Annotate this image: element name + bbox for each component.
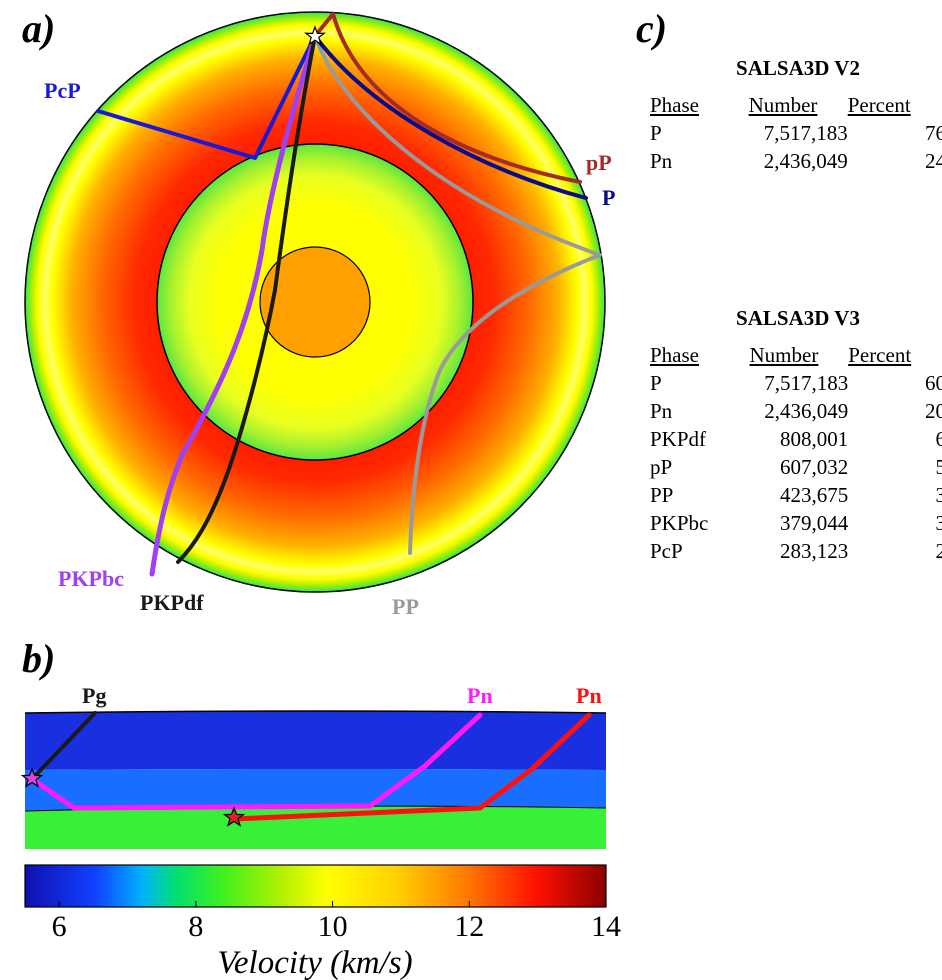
colorbar-label: Velocity (km/s)	[217, 945, 412, 980]
ray-label-pcp: PcP	[44, 78, 81, 103]
ray-pp	[313, 34, 602, 555]
cell-number: 7,517,183	[763, 121, 848, 145]
source-star-icon	[303, 25, 327, 46]
cell-number: 2,436,049	[764, 399, 849, 423]
colorbar-tick-label: 14	[591, 910, 621, 943]
regional-ray-paths	[29, 711, 592, 822]
table-title: SALSA3D V2	[736, 56, 860, 80]
colorbar-tick-label: 10	[318, 910, 348, 943]
source-star-magenta-icon	[20, 767, 44, 788]
ray-pkpbc	[149, 33, 318, 577]
ray-pcp	[96, 34, 317, 160]
cell-phase: Pn	[650, 149, 673, 173]
table-row: PcP 283,123 2	[650, 537, 942, 565]
ray-label-pp: PP	[392, 594, 419, 619]
table-row: PKPbc 379,044 3	[650, 509, 942, 537]
table-row: Pn 2,436,049 20	[650, 397, 942, 425]
table-row: P 7,517,183 60	[650, 369, 942, 397]
ray-label-pkpdf: PKPdf	[140, 590, 204, 615]
panel-c-label: c)	[636, 6, 667, 51]
col-header-percent: Percent	[848, 343, 912, 367]
panel-a: a) PcP pP P PKPbc PKPdf PP	[22, 6, 615, 619]
cell-percent: 60	[925, 371, 942, 395]
cell-number: 7,517,183	[764, 371, 849, 395]
cell-number: 808,001	[779, 427, 849, 451]
panel-b-label: b)	[22, 636, 55, 681]
cell-percent: 3	[935, 511, 942, 535]
cell-phase: Pn	[650, 399, 673, 423]
col-header-percent: Percent	[847, 93, 911, 117]
ray-pg	[30, 711, 97, 781]
table-salsa3d-v2: SALSA3D V2 Phase Number Percent P 7,517,…	[650, 56, 942, 175]
col-header-number: Number	[748, 93, 818, 117]
col-header-number: Number	[749, 343, 819, 367]
colorbar-gradient	[24, 864, 607, 908]
upper-crust-layer	[25, 711, 606, 770]
colorbar-tick-label: 6	[52, 910, 67, 943]
colorbar-tick-label: 8	[188, 910, 203, 943]
ray-pn-magenta	[29, 712, 483, 811]
col-header-phase: Phase	[650, 93, 699, 117]
ray-pp-depth	[313, 12, 582, 184]
cell-number: 2,436,049	[763, 149, 848, 173]
colorbar: 6 8 10 12 14 Velocity (km/s)	[24, 864, 621, 980]
lower-crust-layer	[25, 769, 606, 811]
colorbar-tick-label: 12	[454, 910, 484, 943]
inner-core	[259, 246, 371, 358]
table-row: pP 607,032 5	[650, 453, 942, 481]
cell-percent: 24	[925, 149, 942, 173]
cell-phase: P	[650, 121, 662, 145]
earth-model	[24, 11, 606, 593]
cell-phase: P	[650, 371, 662, 395]
table-salsa3d-v3: SALSA3D V3 Phase Number Percent P 7,517,…	[650, 306, 942, 565]
cell-phase: pP	[650, 455, 673, 479]
ray-label-pp-depth: pP	[586, 150, 612, 175]
table-header-row: Phase Number Percent	[650, 341, 942, 369]
phase-table: Phase Number Percent P 7,517,183 60 Pn 2…	[650, 341, 942, 565]
ray-label-pn-magenta: Pn	[467, 683, 493, 708]
source-star-red-icon	[222, 806, 246, 827]
colorbar-ticks: 6 8 10 12 14	[52, 901, 621, 943]
ray-p	[313, 34, 588, 200]
phase-table: Phase Number Percent P 7,517,183 76 Pn 2…	[650, 91, 942, 175]
ray-pn-red	[231, 712, 592, 822]
cell-phase: PKPdf	[650, 427, 707, 451]
table-row: P 7,517,183 76	[650, 119, 942, 147]
cell-phase: PKPbc	[650, 511, 709, 535]
table-header-row: Phase Number Percent	[650, 91, 942, 119]
cell-percent: 5	[935, 455, 942, 479]
panel-b: b) Pg Pn Pn 6 8 10 12 14 Velocity (km/s)	[20, 636, 621, 980]
cell-phase: PP	[650, 483, 674, 507]
cell-number: 283,123	[779, 539, 849, 563]
crust-mantle-model	[24, 710, 607, 849]
cell-percent: 2	[935, 539, 942, 563]
ray-pkpdf	[176, 34, 317, 564]
cell-number: 379,044	[779, 511, 849, 535]
cell-number: 607,032	[779, 455, 849, 479]
ray-label-pkpbc: PKPbc	[58, 566, 124, 591]
cell-phase: PcP	[650, 539, 683, 563]
table-row: Pn 2,436,049 24	[650, 147, 942, 175]
ray-label-pn-red: Pn	[576, 683, 602, 708]
cell-number: 423,675	[779, 483, 849, 507]
model-top-line	[24, 710, 607, 714]
cell-percent: 76	[925, 121, 942, 145]
ray-label-pg: Pg	[82, 683, 106, 708]
cell-percent: 6	[935, 427, 942, 451]
col-header-phase: Phase	[650, 343, 699, 367]
cell-percent: 20	[925, 399, 942, 423]
cell-percent: 3	[935, 483, 942, 507]
ray-label-p: P	[602, 185, 615, 210]
ray-paths	[96, 12, 602, 577]
panel-a-label: a)	[22, 6, 55, 51]
table-row: PP 423,675 3	[650, 481, 942, 509]
upper-mantle-layer	[25, 806, 606, 849]
table-row: PKPdf 808,001 6	[650, 425, 942, 453]
table-title: SALSA3D V3	[736, 306, 860, 330]
